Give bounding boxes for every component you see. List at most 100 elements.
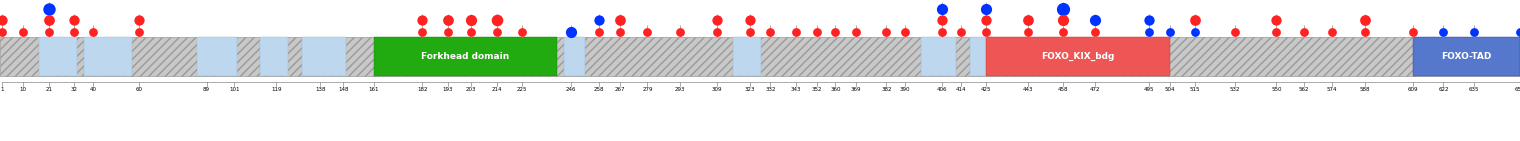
Text: 279: 279 — [643, 87, 652, 92]
Bar — [970, 37, 993, 76]
Point — [1050, 8, 1075, 10]
Point — [128, 30, 152, 33]
Text: 360: 360 — [830, 87, 841, 92]
Point — [1050, 19, 1075, 21]
Point — [436, 30, 461, 33]
Text: 622: 622 — [1438, 87, 1449, 92]
Point — [1432, 30, 1456, 33]
Point — [892, 30, 917, 33]
Point — [1265, 30, 1289, 33]
Text: 425: 425 — [980, 87, 991, 92]
Point — [1137, 30, 1161, 33]
Text: 588: 588 — [1359, 87, 1370, 92]
Text: 655: 655 — [1515, 87, 1520, 92]
Text: 406: 406 — [936, 87, 947, 92]
Text: 161: 161 — [368, 87, 378, 92]
Bar — [921, 37, 956, 76]
Text: 267: 267 — [614, 87, 625, 92]
Point — [737, 30, 762, 33]
Text: 119: 119 — [271, 87, 281, 92]
Point — [948, 30, 973, 33]
Text: 203: 203 — [465, 87, 476, 92]
Point — [1015, 30, 1040, 33]
Point — [705, 30, 730, 33]
Point — [804, 30, 828, 33]
Text: FOXO_KIX_bdg: FOXO_KIX_bdg — [1041, 52, 1114, 61]
Text: 332: 332 — [765, 87, 775, 92]
Text: 10: 10 — [20, 87, 27, 92]
Point — [0, 19, 15, 21]
Text: 369: 369 — [851, 87, 862, 92]
Text: 458: 458 — [1058, 87, 1069, 92]
Text: 21: 21 — [46, 87, 52, 92]
Point — [485, 30, 509, 33]
Point — [128, 19, 152, 21]
Point — [1183, 30, 1207, 33]
Point — [410, 19, 435, 21]
Point — [1183, 19, 1207, 21]
Text: 562: 562 — [1300, 87, 1309, 92]
Point — [459, 30, 483, 33]
Point — [1137, 19, 1161, 21]
Point — [81, 30, 105, 33]
Text: 472: 472 — [1090, 87, 1100, 92]
Text: 182: 182 — [416, 87, 427, 92]
Point — [0, 30, 15, 33]
Point — [705, 19, 730, 21]
Text: 574: 574 — [1327, 87, 1338, 92]
Text: 258: 258 — [593, 87, 603, 92]
Text: 504: 504 — [1164, 87, 1175, 92]
Point — [410, 30, 435, 33]
Text: 60: 60 — [135, 87, 143, 92]
Point — [1265, 19, 1289, 21]
Text: Forkhead domain: Forkhead domain — [421, 52, 509, 61]
Text: 382: 382 — [882, 87, 892, 92]
Bar — [0, 37, 1520, 76]
Text: 609: 609 — [1408, 87, 1418, 92]
Point — [1353, 19, 1377, 21]
Text: 101: 101 — [230, 87, 240, 92]
Point — [36, 8, 61, 10]
Text: 515: 515 — [1190, 87, 1201, 92]
Point — [737, 19, 762, 21]
Text: 138: 138 — [315, 87, 325, 92]
Point — [1222, 30, 1246, 33]
Bar — [84, 37, 132, 76]
Point — [974, 8, 999, 10]
Text: 635: 635 — [1468, 87, 1479, 92]
Text: 214: 214 — [491, 87, 502, 92]
Point — [459, 19, 483, 21]
Text: FOXO-TAD: FOXO-TAD — [1441, 52, 1491, 61]
Text: 352: 352 — [812, 87, 822, 92]
Point — [36, 19, 61, 21]
Text: 225: 225 — [517, 87, 527, 92]
Bar — [1414, 37, 1520, 76]
Point — [36, 30, 61, 33]
Point — [874, 30, 898, 33]
Point — [436, 19, 461, 21]
Text: 40: 40 — [90, 87, 96, 92]
Point — [1084, 19, 1108, 21]
Text: 495: 495 — [1143, 87, 1154, 92]
Text: 414: 414 — [956, 87, 967, 92]
Text: 246: 246 — [565, 87, 576, 92]
Point — [930, 8, 955, 10]
Text: 309: 309 — [711, 87, 722, 92]
Point — [974, 30, 999, 33]
Point — [1401, 30, 1426, 33]
Point — [485, 19, 509, 21]
Point — [784, 30, 809, 33]
Point — [1292, 30, 1316, 33]
Bar — [564, 37, 585, 76]
Point — [608, 30, 632, 33]
Point — [1015, 19, 1040, 21]
Point — [587, 19, 611, 21]
Point — [1050, 30, 1075, 33]
Point — [824, 30, 848, 33]
Bar — [301, 37, 345, 76]
Point — [11, 30, 35, 33]
Point — [974, 19, 999, 21]
Point — [1157, 30, 1181, 33]
Text: 293: 293 — [675, 87, 686, 92]
Point — [930, 30, 955, 33]
